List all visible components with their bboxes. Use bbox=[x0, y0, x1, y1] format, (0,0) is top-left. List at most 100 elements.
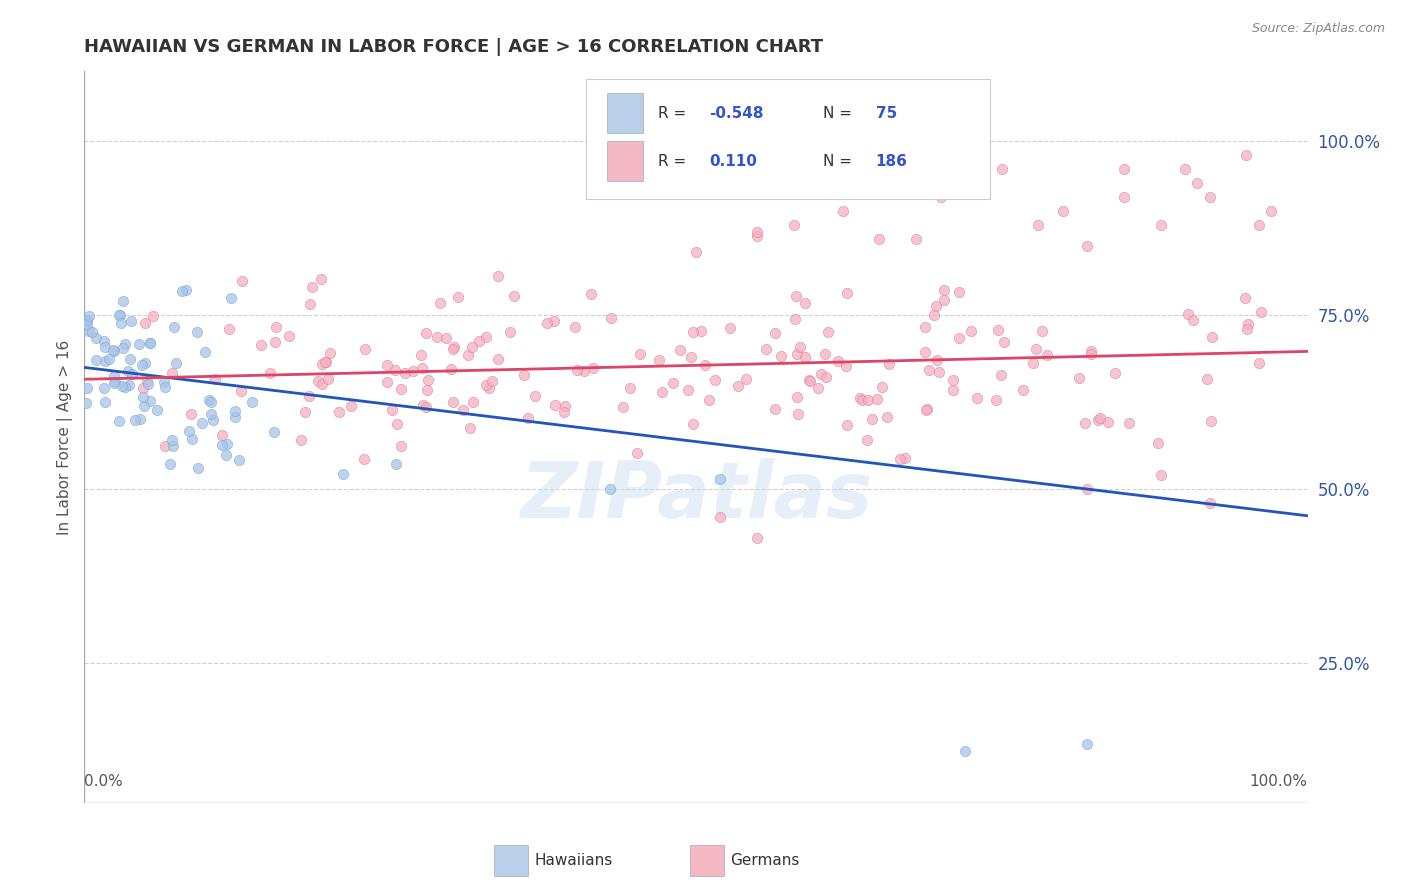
Point bbox=[93, 334, 115, 348]
Point bbox=[682, 326, 704, 340]
Point bbox=[807, 381, 830, 395]
Point bbox=[298, 389, 321, 403]
Point bbox=[991, 161, 1014, 176]
Point bbox=[211, 438, 233, 452]
Point bbox=[1069, 370, 1091, 384]
Point bbox=[793, 350, 815, 364]
Point bbox=[315, 355, 337, 369]
Point bbox=[932, 283, 955, 297]
Text: Source: ZipAtlas.com: Source: ZipAtlas.com bbox=[1251, 22, 1385, 36]
Point bbox=[121, 367, 143, 381]
Text: Germans: Germans bbox=[730, 853, 800, 868]
Point bbox=[1090, 411, 1112, 425]
Point bbox=[676, 383, 699, 397]
Point bbox=[914, 403, 936, 417]
Point bbox=[1150, 218, 1173, 232]
Text: 0.110: 0.110 bbox=[710, 153, 758, 169]
Point bbox=[1236, 322, 1258, 336]
Point bbox=[727, 379, 749, 393]
Point bbox=[948, 330, 970, 344]
Point bbox=[1104, 367, 1126, 381]
Point bbox=[111, 341, 134, 355]
Point bbox=[1249, 356, 1271, 370]
Point bbox=[218, 322, 240, 336]
Point bbox=[835, 285, 858, 300]
Point bbox=[174, 283, 197, 297]
Point bbox=[1114, 161, 1136, 176]
Point bbox=[231, 274, 253, 288]
Point bbox=[160, 366, 183, 380]
Point bbox=[914, 320, 936, 334]
Point bbox=[942, 383, 965, 397]
Point bbox=[108, 309, 131, 323]
Point bbox=[1181, 313, 1204, 327]
Point bbox=[460, 421, 482, 435]
Point bbox=[128, 337, 150, 351]
Point bbox=[412, 398, 434, 412]
Point bbox=[165, 356, 187, 370]
Point bbox=[827, 354, 849, 368]
Point bbox=[870, 379, 893, 393]
Point bbox=[135, 375, 157, 389]
Point bbox=[914, 345, 936, 359]
Y-axis label: In Labor Force | Age > 16: In Labor Force | Age > 16 bbox=[58, 340, 73, 534]
Point bbox=[662, 376, 685, 390]
Point bbox=[332, 467, 354, 481]
Point bbox=[876, 409, 898, 424]
Point bbox=[581, 360, 603, 375]
Point bbox=[110, 317, 132, 331]
Point bbox=[1233, 291, 1256, 305]
Point bbox=[200, 395, 222, 409]
Point bbox=[770, 350, 793, 364]
Point bbox=[1118, 416, 1140, 430]
Point bbox=[416, 373, 439, 387]
Point bbox=[94, 340, 117, 354]
Point bbox=[807, 176, 830, 190]
Point bbox=[139, 336, 162, 351]
Point bbox=[915, 401, 938, 416]
Point bbox=[163, 319, 186, 334]
Point bbox=[1022, 356, 1045, 370]
Point bbox=[107, 414, 129, 428]
Point bbox=[865, 392, 887, 406]
Point bbox=[745, 228, 768, 243]
Point bbox=[564, 320, 586, 334]
Point bbox=[1087, 413, 1109, 427]
Point bbox=[299, 297, 322, 311]
Point bbox=[290, 433, 312, 447]
Point bbox=[553, 405, 575, 419]
Point bbox=[134, 316, 156, 330]
Point bbox=[180, 407, 202, 421]
Point bbox=[855, 433, 877, 447]
Point bbox=[76, 313, 98, 327]
Point bbox=[1076, 737, 1098, 751]
Point bbox=[447, 290, 470, 304]
Point bbox=[402, 364, 425, 378]
Point bbox=[266, 319, 288, 334]
Point bbox=[987, 323, 1010, 337]
Point bbox=[1080, 344, 1102, 359]
Point bbox=[311, 357, 333, 371]
Point bbox=[294, 405, 316, 419]
Point bbox=[309, 272, 332, 286]
Text: ZIPatlas: ZIPatlas bbox=[520, 458, 872, 533]
Point bbox=[198, 392, 221, 407]
Point bbox=[474, 330, 496, 344]
Point bbox=[93, 381, 115, 395]
Point bbox=[1199, 414, 1222, 428]
Point bbox=[441, 395, 464, 409]
Point bbox=[108, 308, 131, 322]
Point bbox=[679, 350, 702, 364]
Point bbox=[411, 361, 433, 376]
Point bbox=[1260, 203, 1282, 218]
FancyBboxPatch shape bbox=[586, 78, 990, 200]
Point bbox=[481, 374, 503, 388]
Text: 186: 186 bbox=[876, 153, 908, 169]
Point bbox=[486, 351, 509, 366]
Point bbox=[1150, 468, 1173, 483]
Point bbox=[94, 394, 117, 409]
Text: R =: R = bbox=[658, 105, 686, 120]
Point bbox=[928, 365, 950, 379]
Point bbox=[132, 390, 155, 404]
Point bbox=[786, 390, 808, 404]
